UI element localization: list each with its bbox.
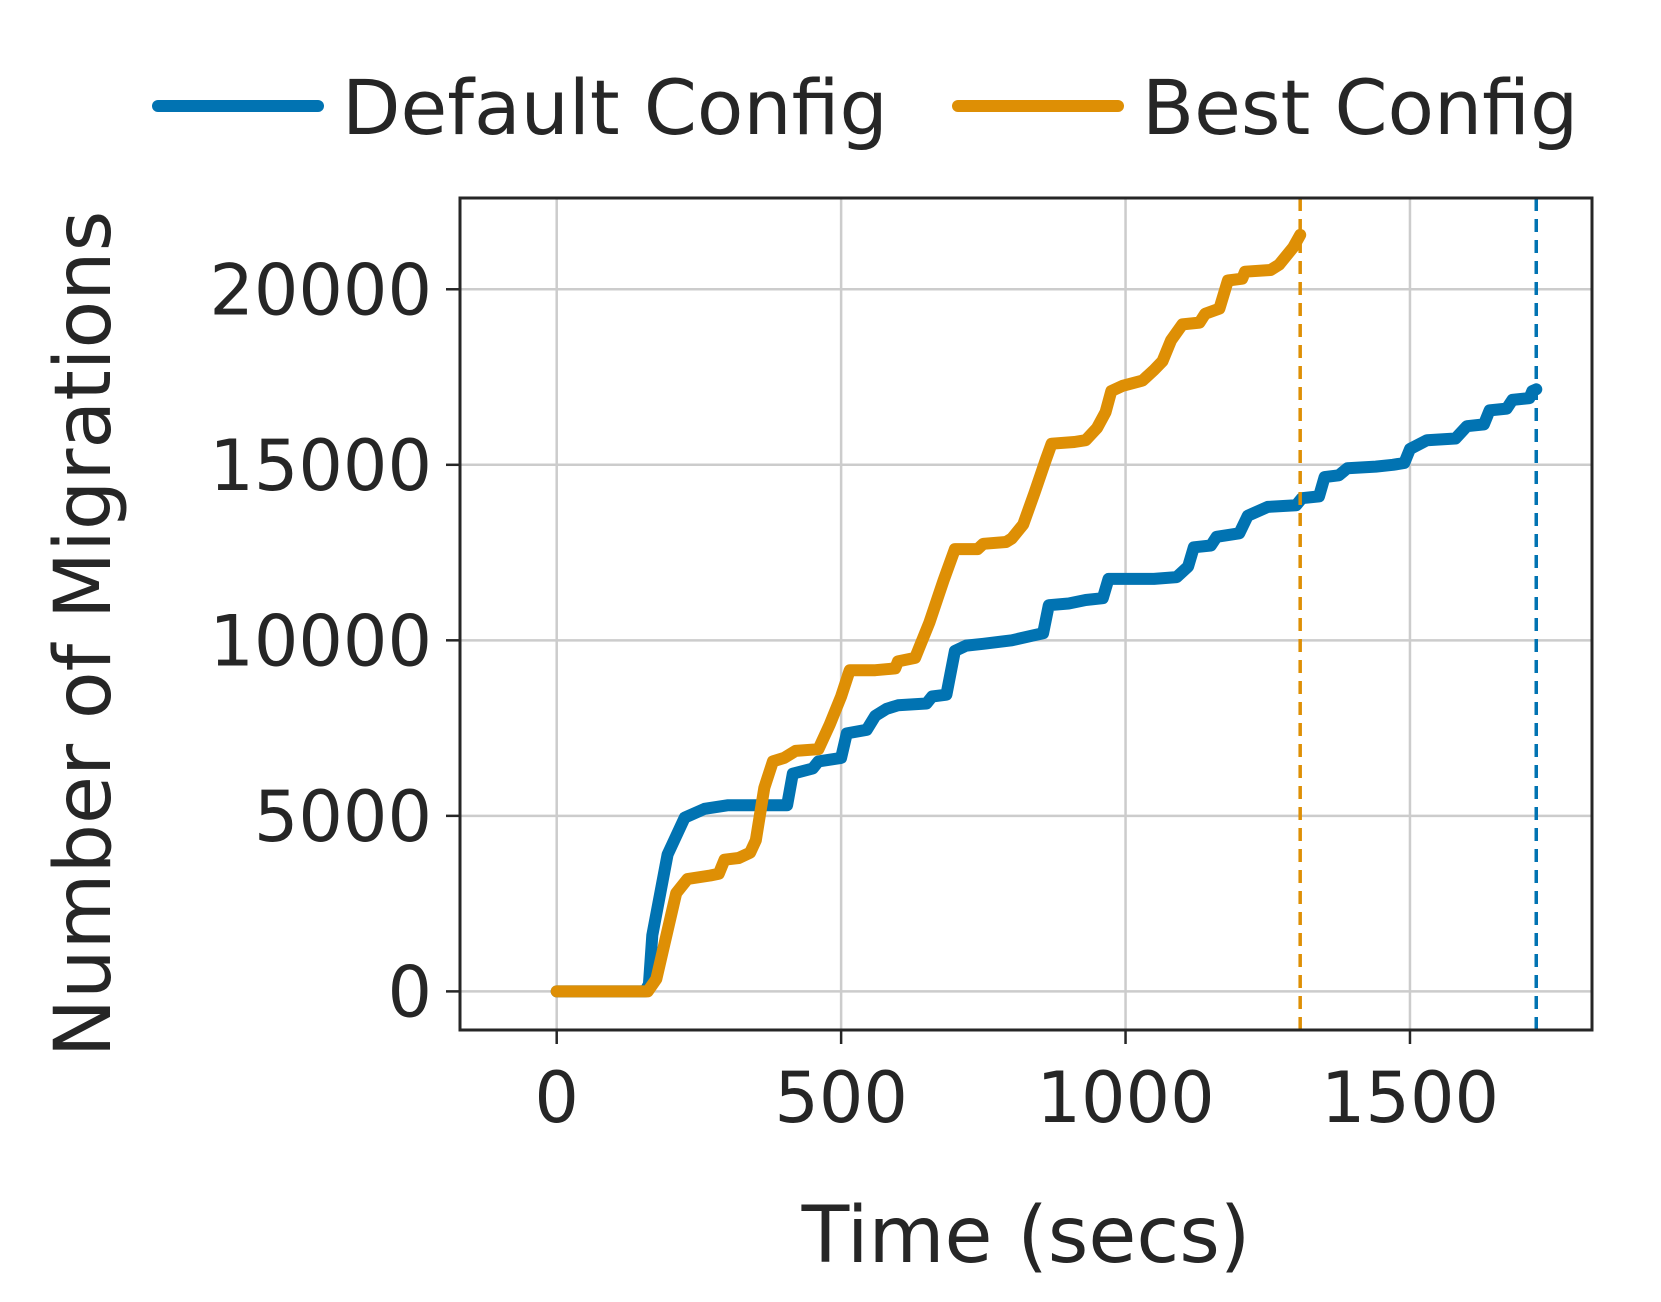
x-tick-label: 500 [774, 1057, 908, 1139]
series-line-best-config [550, 228, 1307, 998]
y-tick-label: 20000 [209, 249, 432, 331]
y-tick-label: 5000 [254, 776, 432, 858]
legend-label-default-config: Default Config [342, 63, 888, 152]
x-tick-label: 1500 [1321, 1057, 1499, 1139]
y-axis-label: Number of Migrations [39, 211, 129, 1058]
y-tick-label: 10000 [209, 600, 432, 682]
plot-frame [458, 196, 1594, 1032]
x-axis-label: Time (secs) [801, 1191, 1251, 1281]
series-layer [550, 228, 1543, 998]
x-tick-label: 1000 [1036, 1057, 1214, 1139]
legend-label-best-config: Best Config [1142, 63, 1578, 152]
series-line-default-config [550, 383, 1543, 998]
gridlines [460, 198, 1592, 1030]
legend: Default Config Best Config [152, 63, 1578, 152]
end-markers [1298, 198, 1539, 1030]
x-tick-label: 0 [534, 1057, 579, 1139]
y-tick-label: 0 [387, 951, 432, 1033]
y-tick-label: 15000 [209, 425, 432, 507]
